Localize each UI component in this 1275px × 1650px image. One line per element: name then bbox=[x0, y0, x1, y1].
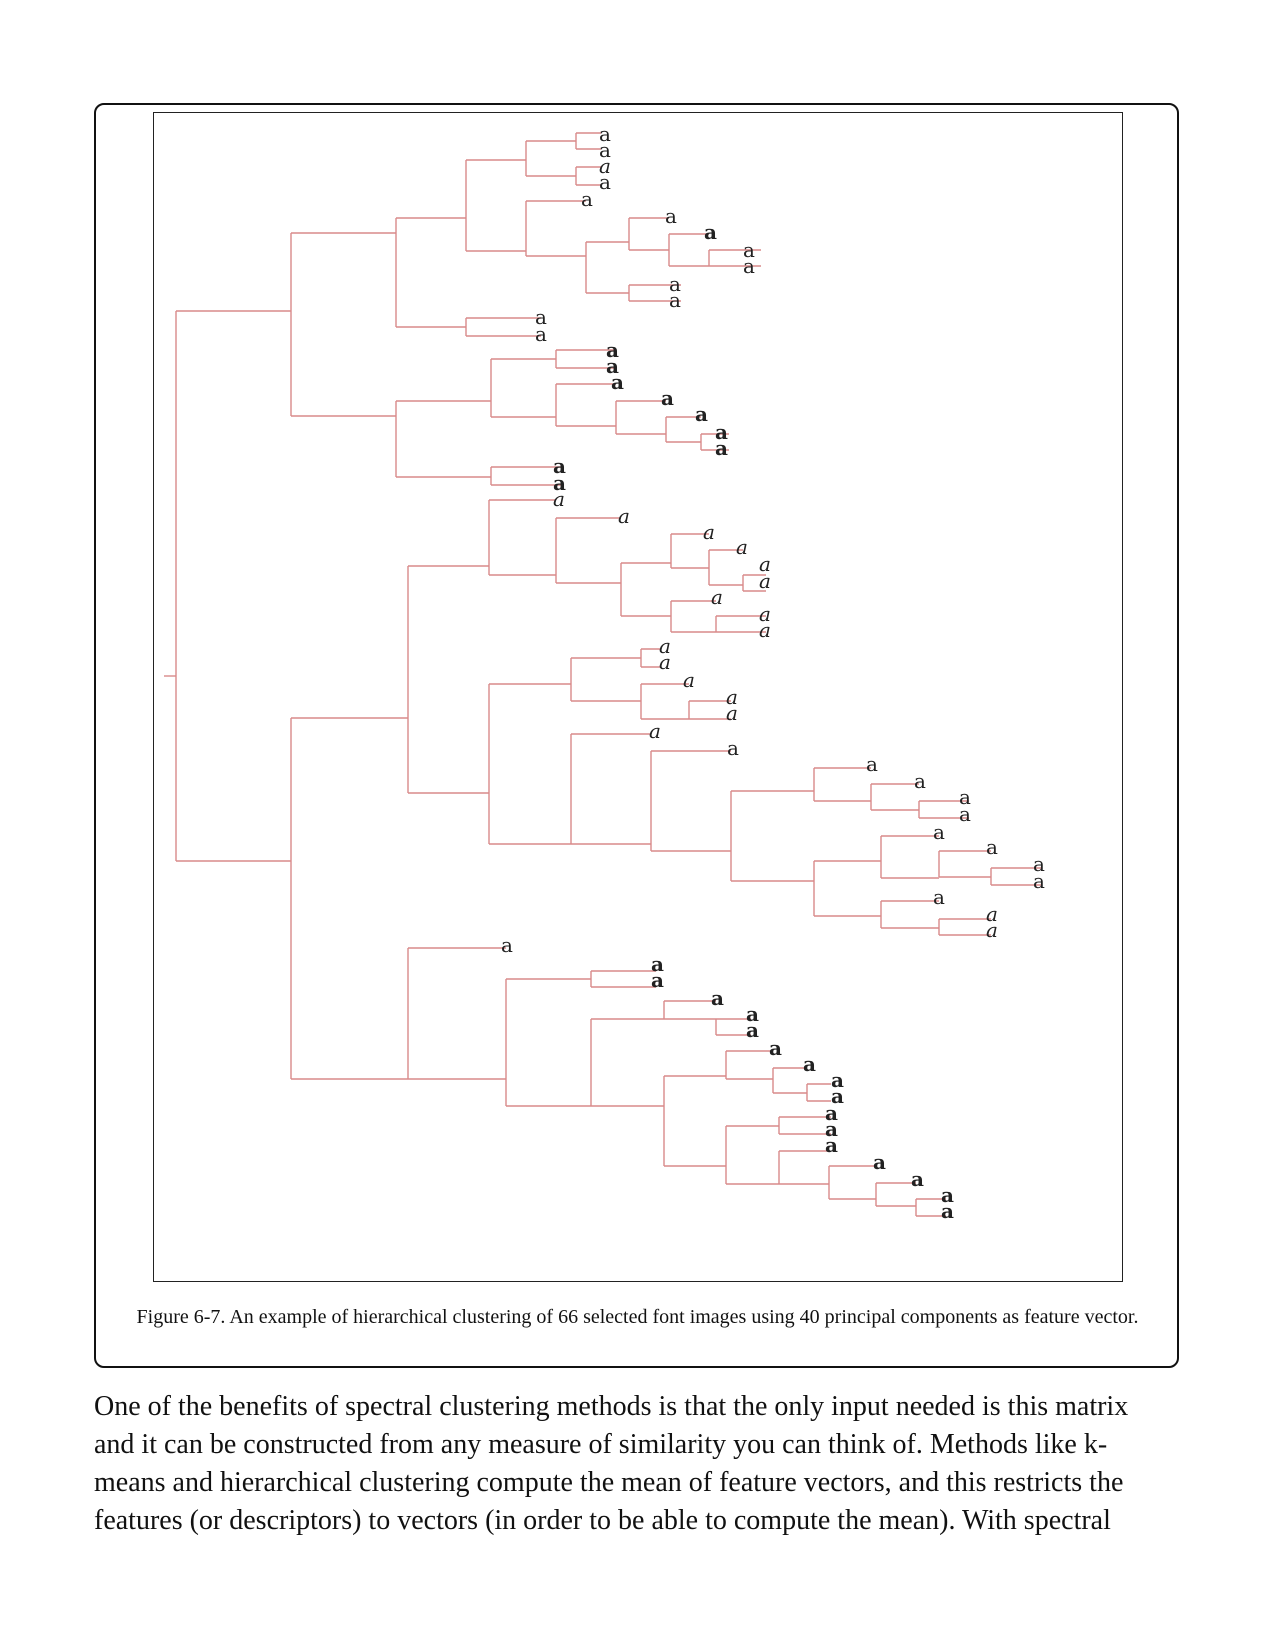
leaf-glyph: a bbox=[606, 354, 619, 378]
leaf-glyph: a bbox=[695, 402, 708, 426]
leaf-glyph: a bbox=[711, 585, 723, 609]
leaf-glyph: a bbox=[769, 1036, 782, 1060]
leaf-glyph: a bbox=[746, 1002, 759, 1026]
leaf-glyph: a bbox=[736, 535, 748, 559]
leaf-glyph: a bbox=[651, 952, 664, 976]
body-line-2: and it can be constructed from any measu… bbox=[94, 1429, 1108, 1460]
leaf-glyph: a bbox=[659, 650, 671, 674]
leaf-glyph: a bbox=[933, 885, 945, 909]
body-line-3: means and hierarchical clustering comput… bbox=[94, 1467, 1124, 1498]
leaf-glyph: a bbox=[535, 305, 547, 329]
leaf-glyph: a bbox=[703, 520, 715, 544]
leaf-glyph: a bbox=[986, 902, 998, 926]
leaf-glyph: a bbox=[986, 835, 998, 859]
leaf-glyph: a bbox=[661, 386, 674, 410]
leaf-glyph: a bbox=[618, 504, 630, 528]
leaf-glyph: a bbox=[743, 238, 755, 262]
leaf-glyph: a bbox=[914, 769, 926, 793]
body-line-1: One of the benefits of spectral clusteri… bbox=[94, 1391, 1129, 1422]
leaf-glyph: a bbox=[553, 454, 566, 478]
leaf-glyph: a bbox=[743, 254, 755, 278]
leaf-glyph: a bbox=[959, 802, 971, 826]
leaf-glyph: a bbox=[599, 122, 611, 146]
leaf-glyph: a bbox=[715, 436, 728, 460]
leaf-glyph: a bbox=[759, 618, 771, 642]
body-paragraph: One of the benefits of spectral clusteri… bbox=[94, 1388, 1184, 1540]
leaf-glyph: a bbox=[941, 1199, 954, 1223]
leaf-glyph: a bbox=[599, 138, 611, 162]
leaf-glyph: a bbox=[831, 1084, 844, 1108]
body-line-4: features (or descriptors) to vectors (in… bbox=[94, 1505, 1111, 1536]
leaf-glyph: a bbox=[553, 487, 565, 511]
leaf-glyph: a bbox=[665, 204, 677, 228]
leaf-glyph: a bbox=[535, 322, 547, 346]
leaf-glyph: a bbox=[683, 668, 695, 692]
leaf-glyph: a bbox=[599, 154, 611, 178]
leaf-glyph: a bbox=[825, 1117, 838, 1141]
leaf-glyph: a bbox=[873, 1150, 886, 1174]
leaf-glyph: a bbox=[651, 968, 664, 992]
leaf-glyph: a bbox=[759, 552, 771, 576]
leaf-glyph: a bbox=[933, 820, 945, 844]
leaf-glyph: a bbox=[611, 370, 624, 394]
leaf-glyph: a bbox=[803, 1052, 816, 1076]
leaf-glyph: a bbox=[501, 933, 513, 957]
leaf-glyph: a bbox=[727, 736, 739, 760]
leaf-glyph: a bbox=[746, 1018, 759, 1042]
leaf-glyph: a bbox=[759, 569, 771, 593]
leaf-glyph: a bbox=[831, 1068, 844, 1092]
leaf-glyph: a bbox=[866, 752, 878, 776]
leaf-glyph: a bbox=[704, 220, 717, 244]
leaf-glyph: a bbox=[726, 701, 738, 725]
leaf-glyph: a bbox=[825, 1133, 838, 1157]
dendrogram-svg: aaaaaaaaaaaaaaaaaaaaaaaaaaaaaaaaaaaaaaaa… bbox=[164, 122, 1045, 1223]
leaf-glyph: a bbox=[726, 685, 738, 709]
leaf-glyph: a bbox=[669, 288, 681, 312]
leaf-glyph: a bbox=[553, 471, 566, 495]
leaf-glyph: a bbox=[711, 986, 724, 1010]
leaf-glyph: a bbox=[599, 170, 611, 194]
leaf-glyph: a bbox=[986, 918, 998, 942]
leaf-glyph: a bbox=[911, 1167, 924, 1191]
leaf-glyph: a bbox=[1033, 869, 1045, 893]
leaf-glyph: a bbox=[1033, 852, 1045, 876]
leaf-glyph: a bbox=[649, 719, 661, 743]
leaf-glyph: a bbox=[606, 338, 619, 362]
figure-caption: Figure 6-7. An example of hierarchical c… bbox=[136, 1306, 1139, 1328]
leaf-glyph: a bbox=[959, 785, 971, 809]
leaf-glyph: a bbox=[659, 634, 671, 658]
leaf-glyph: a bbox=[759, 602, 771, 626]
leaf-glyph: a bbox=[715, 420, 728, 444]
leaf-glyph: a bbox=[825, 1101, 838, 1125]
figure-frame bbox=[94, 103, 1179, 1368]
leaf-glyph: a bbox=[669, 272, 681, 296]
leaf-glyph: a bbox=[941, 1183, 954, 1207]
leaf-glyph: a bbox=[581, 187, 593, 211]
